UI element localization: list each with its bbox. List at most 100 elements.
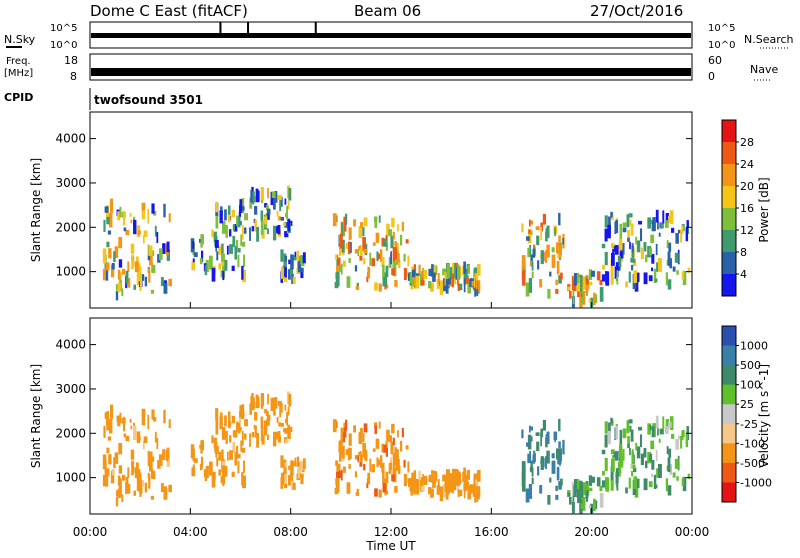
velocity-echo-cell: [463, 478, 467, 490]
colorbar-tick-label: 20: [740, 180, 754, 193]
power-echo-cell: [218, 245, 222, 255]
power-echo-cell: [475, 278, 478, 290]
velocity-echo-cell: [583, 482, 586, 495]
power-echo-cell: [633, 270, 637, 283]
power-echo-cell: [528, 229, 531, 234]
power-echo-cell: [651, 267, 654, 272]
velocity-echo-cell: [106, 447, 110, 454]
velocity-echo-cell: [105, 468, 110, 477]
power-echo-cell: [462, 265, 464, 277]
velocity-echo-cell: [397, 430, 399, 438]
velocity-echo-cell: [651, 459, 655, 470]
power-echo-cell: [610, 260, 614, 276]
velocity-echo-cell: [568, 496, 572, 505]
velocity-echo-cell: [126, 484, 131, 494]
velocity-echo-cell: [529, 451, 532, 464]
power-echo-cell: [106, 241, 110, 248]
power-echo-cell: [599, 279, 603, 286]
velocity-echo-cell: [465, 484, 469, 490]
power-echo-cell: [141, 206, 146, 220]
power-echo-cell: [264, 216, 268, 225]
power-echo-cell: [397, 259, 401, 269]
power-echo-cell: [620, 250, 624, 259]
power-echo-cell: [619, 238, 623, 252]
velocity-echo-cell: [359, 451, 362, 456]
velocity-echo-cell: [211, 435, 214, 444]
velocity-echo-cell: [291, 480, 294, 491]
power-echo-cell: [266, 208, 271, 215]
velocity-echo-cell: [348, 464, 351, 469]
power-echo-cell: [546, 225, 550, 238]
power-echo-cell: [374, 219, 378, 228]
velocity-echo-cell: [224, 415, 227, 427]
noise-search-label: N.Search: [744, 33, 794, 46]
power-echo-cell: [536, 235, 540, 246]
power-echo-cell: [615, 219, 619, 234]
power-echo-cell: [396, 253, 400, 263]
velocity-echo-cell: [572, 501, 575, 511]
power-echo-cell: [551, 254, 556, 268]
power-echo-cell: [467, 264, 471, 274]
velocity-echo-cell: [215, 408, 219, 419]
velocity-echo-cell: [340, 469, 343, 481]
velocity-echo-cell: [571, 481, 574, 497]
power-echo-cell: [168, 213, 171, 223]
velocity-echo-cell: [575, 478, 580, 490]
power-echo-cell: [300, 269, 304, 279]
power-echo-cell: [193, 252, 198, 257]
power-echo-cell: [215, 214, 219, 229]
power-echo-cell: [650, 234, 655, 244]
velocity-echo-cell: [437, 478, 440, 490]
velocity-echo-cell: [287, 406, 290, 416]
power-echo-cell: [296, 250, 300, 261]
power-echo-cell: [558, 212, 561, 226]
velocity-echo-cell: [111, 468, 115, 476]
frequency-trace: [91, 68, 691, 76]
power-echo-cell: [607, 224, 611, 239]
velocity-echo-cell: [376, 457, 379, 468]
power-echo-cell: [635, 272, 640, 283]
velocity-echo-cell: [334, 487, 339, 495]
y-tick-label: 3000: [55, 382, 86, 396]
velocity-echo-cell: [204, 471, 208, 482]
power-echo-cell: [463, 278, 466, 293]
velocity-echo-cell: [286, 411, 289, 426]
velocity-echo-cell: [631, 449, 634, 459]
power-echo-cell: [428, 281, 432, 289]
velocity-echo-cell: [588, 504, 591, 509]
velocity-echo-cell: [127, 467, 130, 478]
power-echo-cell: [558, 235, 561, 243]
velocity-echo-cell: [358, 452, 361, 457]
power-echo-cell: [205, 259, 209, 272]
velocity-echo-cell: [382, 483, 387, 493]
velocity-echo-cell: [117, 488, 121, 499]
velocity-echo-cell: [391, 423, 395, 434]
velocity-echo-cell: [385, 447, 389, 457]
power-echo-cell: [102, 268, 107, 281]
velocity-echo-cell: [418, 470, 421, 482]
velocity-echo-cell: [549, 477, 552, 483]
power-echo-cell: [366, 276, 369, 283]
power-echo-cell: [672, 266, 676, 272]
velocity-echo-cell: [293, 462, 297, 467]
velocity-echo-cell: [396, 459, 400, 469]
velocity-echo-cell: [604, 457, 608, 472]
velocity-echo-cell: [231, 415, 236, 424]
power-echo-cell: [363, 257, 366, 265]
velocity-echo-cell: [250, 395, 253, 409]
power-y-axis-label: Slant Range [km]: [29, 158, 43, 262]
power-echo-cell: [215, 202, 219, 213]
velocity-echo-cell: [215, 420, 219, 435]
velocity-echo-cell: [651, 473, 654, 478]
velocity-echo-cell: [192, 464, 195, 469]
velocity-echo-cell: [141, 408, 146, 417]
power-echo-cell: [545, 250, 547, 263]
power-echo-cell: [528, 278, 533, 293]
y-tick-label: 4000: [55, 132, 86, 146]
velocity-echo-cell: [362, 443, 366, 458]
power-echo-cell: [209, 255, 213, 270]
velocity-echo-cell: [299, 473, 304, 479]
colorbar-tick-label: 25: [740, 398, 754, 411]
power-echo-cell: [105, 262, 110, 271]
velocity-echo-cell: [363, 454, 368, 460]
